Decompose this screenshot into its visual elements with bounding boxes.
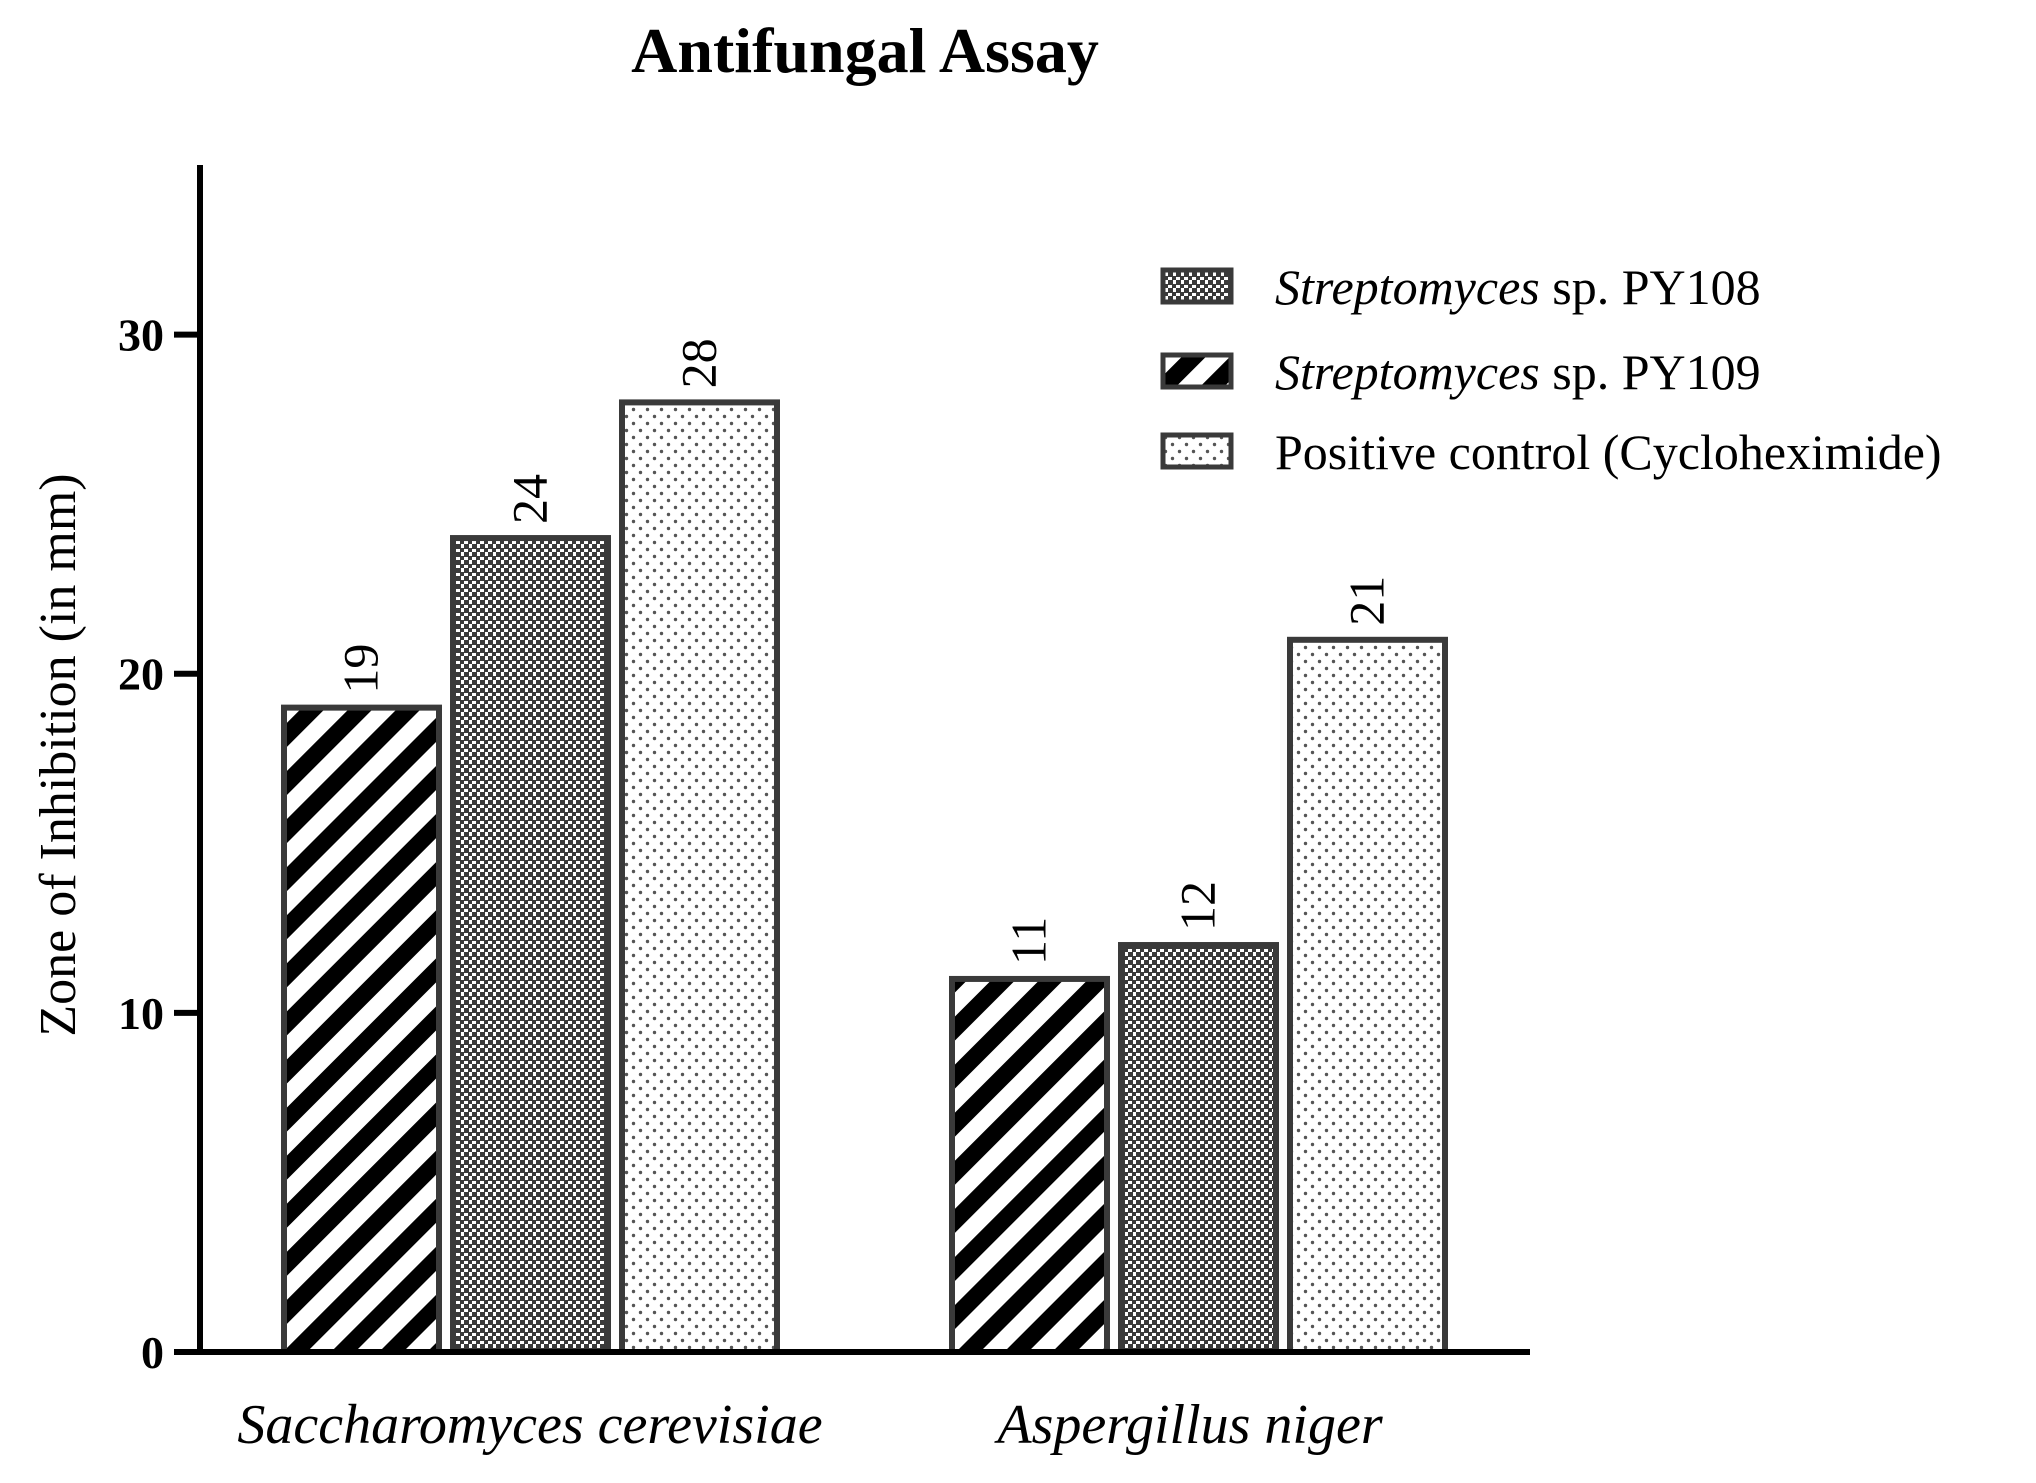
bar-value-labels: 19 24 28 11 12 21 (333, 338, 1395, 965)
bar (619, 399, 780, 1355)
bar-value-label: 24 (502, 474, 558, 524)
legend-swatch (1160, 352, 1234, 390)
y-axis-label: Zone of Inhibition (in mm) (30, 473, 87, 1036)
legend-entry-text: sp. PY108 (1540, 259, 1761, 315)
bar-series (281, 399, 1448, 1355)
bar (1287, 636, 1448, 1355)
legend-entry-text: Positive control (Cycloheximide) (1275, 424, 1942, 480)
bar (949, 975, 1110, 1355)
y-tick-label: 30 (118, 310, 164, 361)
legend-entry-label: Streptomyces sp. PY109 (1275, 344, 1761, 400)
bar-value-label: 21 (1339, 576, 1395, 626)
bar (450, 535, 611, 1355)
chart-title: Antifungal Assay (631, 15, 1099, 86)
y-tick-label: 10 (118, 988, 164, 1039)
legend-entry-label: Streptomyces sp. PY108 (1275, 259, 1761, 315)
x-axis-category-labels: Saccharomyces cerevisiae Aspergillus nige… (237, 1394, 1382, 1456)
y-axis-ticks: 0 10 20 30 (118, 310, 200, 1378)
legend-swatch (1160, 267, 1234, 305)
legend-entry-italic: Streptomyces (1275, 344, 1540, 400)
legend-entry-label: Positive control (Cycloheximide) (1275, 424, 1942, 480)
y-tick-label: 20 (118, 649, 164, 700)
bar-value-label: 19 (333, 644, 389, 694)
legend-entry-text: sp. PY109 (1540, 344, 1761, 400)
bar (1118, 942, 1279, 1355)
legend-swatch (1160, 432, 1234, 470)
x-category-label: Saccharomyces cerevisiae (237, 1394, 822, 1456)
bar-value-label: 12 (1170, 881, 1226, 931)
legend-entry-italic: Streptomyces (1275, 259, 1540, 315)
bar (281, 704, 442, 1355)
bar-value-label: 11 (1001, 917, 1057, 965)
bar-value-label: 28 (671, 338, 727, 388)
y-tick-label: 0 (141, 1327, 164, 1378)
x-category-label: Aspergillus niger (993, 1394, 1382, 1456)
